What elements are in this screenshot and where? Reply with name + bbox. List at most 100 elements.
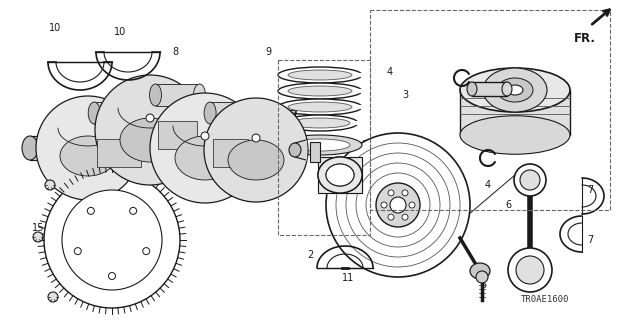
Ellipse shape [388, 190, 394, 196]
Ellipse shape [146, 114, 154, 122]
Ellipse shape [109, 273, 115, 279]
Ellipse shape [390, 197, 406, 213]
Text: 14: 14 [382, 163, 394, 173]
Text: 17: 17 [302, 140, 314, 150]
Ellipse shape [60, 136, 116, 176]
Ellipse shape [201, 132, 209, 140]
Ellipse shape [476, 271, 488, 283]
Ellipse shape [290, 139, 350, 151]
Ellipse shape [193, 84, 205, 106]
Ellipse shape [402, 190, 408, 196]
Ellipse shape [45, 180, 55, 190]
Ellipse shape [143, 248, 150, 255]
Ellipse shape [388, 214, 394, 220]
Text: 13: 13 [142, 223, 154, 233]
Ellipse shape [48, 292, 58, 302]
Ellipse shape [460, 116, 570, 154]
Ellipse shape [88, 102, 100, 124]
Bar [310, 142, 320, 162]
Bar [370, 10, 610, 210]
Bar [158, 121, 196, 149]
Ellipse shape [278, 83, 362, 99]
Ellipse shape [467, 82, 477, 96]
Ellipse shape [22, 136, 38, 160]
Ellipse shape [33, 232, 43, 242]
Text: 10: 10 [114, 27, 126, 37]
Text: 6: 6 [505, 200, 511, 210]
Text: 4: 4 [485, 180, 491, 190]
Text: 15: 15 [72, 213, 84, 223]
Text: 16: 16 [454, 223, 466, 233]
Ellipse shape [336, 143, 460, 267]
Bar [212, 139, 248, 167]
Text: FR.: FR. [574, 32, 596, 45]
Ellipse shape [288, 102, 352, 112]
Ellipse shape [502, 82, 512, 96]
Ellipse shape [282, 115, 358, 131]
Text: 15: 15 [49, 180, 61, 190]
Bar [94, 102, 144, 124]
Ellipse shape [326, 164, 354, 186]
Ellipse shape [507, 85, 523, 95]
Bar [156, 84, 200, 106]
Ellipse shape [74, 248, 81, 255]
Ellipse shape [278, 135, 362, 155]
Ellipse shape [290, 118, 350, 128]
Ellipse shape [87, 207, 94, 214]
Ellipse shape [470, 263, 490, 279]
Ellipse shape [288, 70, 352, 80]
Ellipse shape [497, 78, 533, 102]
Text: TR0AE1600: TR0AE1600 [521, 295, 569, 305]
Text: 4: 4 [387, 67, 393, 77]
Ellipse shape [318, 157, 362, 193]
Ellipse shape [516, 256, 544, 284]
Ellipse shape [278, 99, 362, 115]
Text: 3: 3 [402, 90, 408, 100]
Text: 7: 7 [587, 185, 593, 195]
Ellipse shape [508, 248, 552, 292]
Text: 15: 15 [32, 223, 44, 233]
Ellipse shape [381, 202, 387, 208]
Ellipse shape [138, 102, 150, 124]
Text: 1: 1 [445, 225, 451, 235]
Ellipse shape [95, 75, 205, 185]
Bar [97, 139, 141, 167]
Ellipse shape [44, 172, 180, 308]
Ellipse shape [245, 102, 257, 124]
Ellipse shape [346, 153, 450, 257]
Ellipse shape [289, 143, 301, 157]
Ellipse shape [62, 190, 162, 290]
Ellipse shape [175, 136, 235, 180]
Ellipse shape [252, 134, 260, 142]
Ellipse shape [318, 157, 362, 193]
Ellipse shape [204, 98, 308, 202]
Ellipse shape [228, 140, 284, 180]
Ellipse shape [265, 102, 271, 108]
Text: 10: 10 [49, 23, 61, 33]
Text: 8: 8 [172, 47, 178, 57]
Ellipse shape [150, 93, 260, 203]
Ellipse shape [366, 173, 430, 237]
Ellipse shape [130, 207, 137, 214]
Ellipse shape [36, 96, 140, 200]
Ellipse shape [402, 214, 408, 220]
Bar [472, 82, 507, 96]
Text: 2: 2 [307, 250, 313, 260]
Ellipse shape [356, 163, 440, 247]
Ellipse shape [409, 202, 415, 208]
Text: 7: 7 [587, 235, 593, 245]
Ellipse shape [326, 164, 354, 186]
Bar [318, 157, 362, 193]
Ellipse shape [326, 133, 470, 277]
Bar [460, 90, 570, 135]
Text: 5: 5 [480, 280, 486, 290]
Ellipse shape [288, 86, 352, 96]
Ellipse shape [483, 68, 547, 112]
Ellipse shape [278, 67, 362, 83]
Bar [278, 60, 370, 235]
Bar [210, 102, 251, 124]
Ellipse shape [204, 102, 216, 124]
Text: 9: 9 [265, 47, 271, 57]
Ellipse shape [150, 84, 161, 106]
Text: 11: 11 [342, 273, 354, 283]
